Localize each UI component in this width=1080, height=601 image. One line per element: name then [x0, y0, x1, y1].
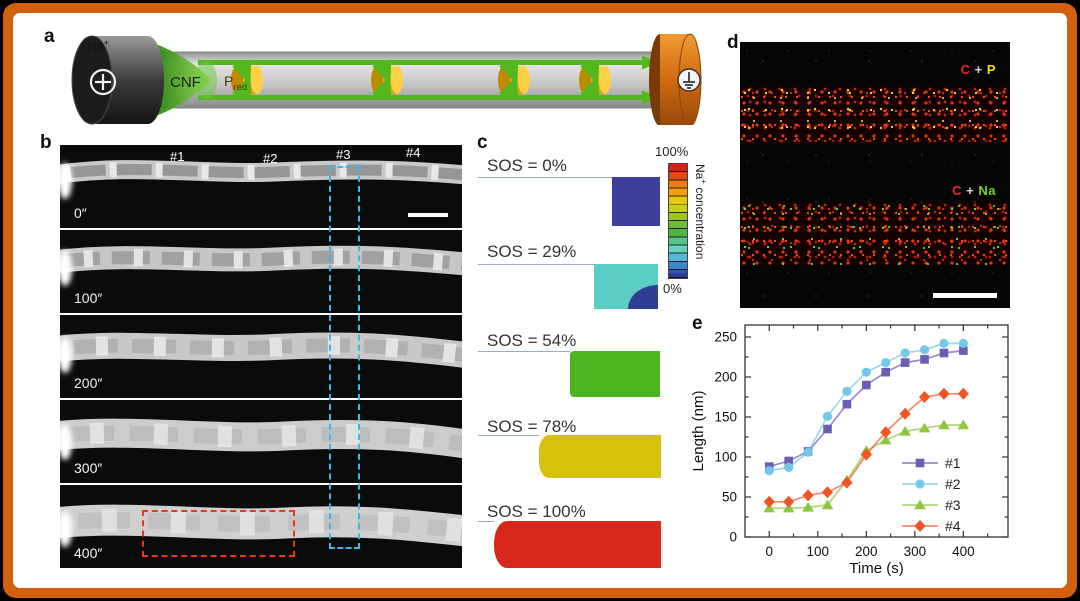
panel-c-label: c — [477, 132, 488, 153]
svg-text:100: 100 — [807, 544, 830, 559]
sos-78-label: SOS = 78% — [487, 417, 577, 436]
scale-bar — [933, 293, 997, 298]
pred-disks — [230, 59, 611, 101]
positive-electrode — [71, 35, 164, 125]
svg-text:150: 150 — [714, 410, 737, 425]
sos-54-label: SOS = 54% — [487, 331, 577, 350]
carbon-sodium-band — [740, 203, 1010, 265]
svg-text:250: 250 — [714, 330, 737, 345]
eds-elemental-map: C + P C + Na — [740, 42, 1010, 308]
colorbar-min-label: 0% — [663, 281, 682, 296]
svg-text:100: 100 — [714, 450, 737, 465]
svg-text:200: 200 — [714, 370, 737, 385]
colorbar-max-label: 100% — [655, 144, 689, 159]
nanofiber-image — [60, 160, 462, 199]
segment-marker-4: #4 — [406, 145, 421, 160]
frame-time-label: 300″ — [74, 460, 103, 476]
fiber-axis-line — [478, 521, 494, 522]
nanofiber-image — [60, 418, 462, 460]
fiber-axis-line — [478, 435, 539, 436]
svg-text:#3: #3 — [945, 497, 961, 513]
ground-electrode — [649, 33, 702, 125]
panel-d-label: d — [727, 32, 739, 53]
segment-marker-3: #3 — [336, 147, 351, 162]
svg-text:50: 50 — [722, 490, 737, 505]
na-concentration-colorbar — [668, 163, 688, 279]
tem-time-series: #1 #2 #3 #4 0″ 100″ 200″ — [60, 145, 462, 570]
fiber-axis-line — [478, 351, 570, 352]
svg-text:300: 300 — [904, 544, 927, 559]
sos-0-shape — [612, 177, 660, 226]
region-of-interest-box-red — [142, 510, 295, 557]
tem-frame-0s: #1 #2 #3 #4 0″ — [60, 145, 462, 228]
frame-time-label: 200″ — [74, 375, 103, 391]
sos-29-shape — [594, 264, 658, 309]
tem-frame-400s: 400″ — [60, 485, 462, 568]
cnf-label: CNF — [170, 74, 201, 91]
sos-0-label: SOS = 0% — [487, 156, 567, 175]
svg-text:0: 0 — [729, 530, 737, 545]
na-ion-label: Na+ — [87, 38, 109, 54]
tem-frame-100s: 100″ — [60, 230, 462, 313]
svg-text:#2: #2 — [945, 476, 961, 492]
sos-100-label: SOS = 100% — [487, 502, 586, 521]
sos-29-label: SOS = 29% — [487, 242, 577, 261]
nanofiber-image — [60, 332, 462, 373]
region-of-interest-box-cyan — [329, 166, 360, 549]
scale-bar — [408, 213, 448, 217]
segment-marker-1: #1 — [170, 149, 185, 164]
svg-text:400: 400 — [952, 544, 975, 559]
plus-terminal-icon — [89, 68, 117, 96]
svg-text:#1: #1 — [945, 455, 961, 471]
carbon-phosphorus-band — [740, 87, 1010, 142]
svg-text:Time (s): Time (s) — [849, 560, 903, 577]
nanofiber-image — [60, 504, 462, 547]
tem-frame-200s: 200″ — [60, 315, 462, 398]
panel-a-schematic: Na+ CNF Pred — [71, 33, 702, 125]
length-time-chart: 0 100 200 300 400 0 50 100 150 200 250 Time (s) Leng… — [690, 324, 1009, 577]
panel-e-label: e — [692, 313, 703, 334]
frame-time-label: 0″ — [74, 205, 87, 221]
fiber-axis-line — [478, 177, 612, 178]
fiber-axis-line — [478, 264, 594, 265]
segment-marker-2: #2 — [263, 151, 278, 166]
panel-b-label: b — [40, 132, 52, 153]
pred-label: Pred — [224, 73, 247, 93]
frame-time-label: 400″ — [74, 545, 103, 561]
map-label-c-na: C + Na — [952, 183, 996, 198]
ground-icon — [677, 68, 701, 92]
sos-100-shape — [494, 521, 661, 568]
colorbar-title: Na+ concentration — [693, 164, 708, 260]
frame-time-label: 100″ — [74, 290, 103, 306]
svg-text:0: 0 — [766, 544, 774, 559]
sos-54-shape — [570, 351, 660, 397]
panel-a-label: a — [44, 26, 55, 47]
svg-text:#4: #4 — [945, 518, 961, 534]
svg-text:Length (nm): Length (nm) — [690, 391, 707, 472]
tem-frame-300s: 300″ — [60, 400, 462, 483]
map-label-c-p: C + P — [960, 62, 996, 77]
nanofiber-image — [60, 245, 462, 286]
na-source-cone — [150, 42, 217, 118]
sos-78-shape — [539, 435, 661, 478]
svg-text:200: 200 — [855, 544, 878, 559]
low-concentration-corner — [628, 285, 658, 309]
